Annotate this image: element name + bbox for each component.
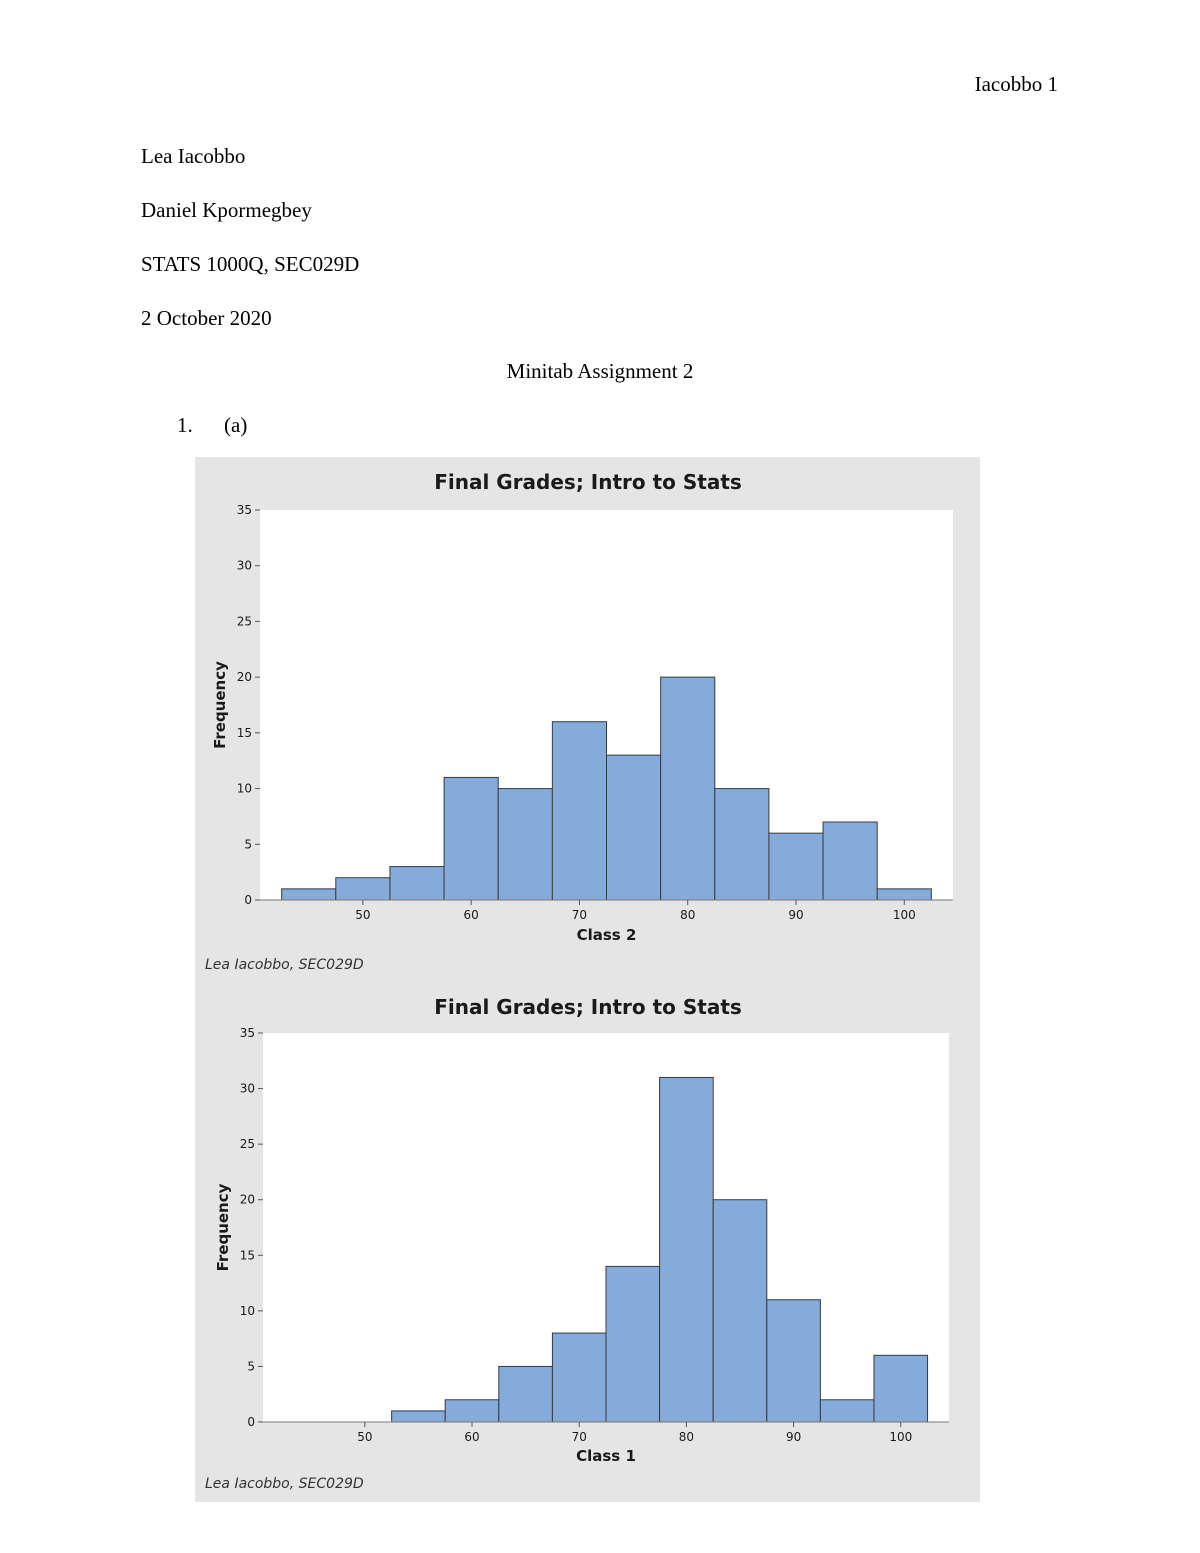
histogram-bar bbox=[335, 877, 391, 901]
document-date: 2 October 2020 bbox=[141, 306, 272, 330]
document-title: Minitab Assignment 2 bbox=[506, 359, 694, 383]
y-tick-label: 25 bbox=[240, 1137, 255, 1151]
histogram-bar bbox=[281, 888, 337, 901]
x-tick-label: 50 bbox=[355, 908, 370, 922]
y-tick-label: 30 bbox=[237, 559, 252, 573]
y-tick-label: 35 bbox=[240, 1026, 255, 1040]
x-tick-label: 70 bbox=[572, 908, 587, 922]
x-axis-label: Class 1 bbox=[576, 1447, 636, 1465]
histogram-bar bbox=[712, 1199, 768, 1423]
question-part: (a) bbox=[224, 413, 248, 437]
course-section: STATS 1000Q, SEC029D bbox=[141, 252, 360, 276]
student-name: Lea Iacobbo bbox=[141, 144, 246, 168]
x-tick-label: 80 bbox=[679, 1430, 694, 1444]
x-tick-label: 50 bbox=[357, 1430, 372, 1444]
y-tick-label: 35 bbox=[237, 503, 252, 517]
histogram-bar bbox=[766, 1299, 821, 1423]
histogram-figure: Final Grades; Intro to Stats 0 5 10 15 20 25 30… bbox=[195, 457, 980, 1502]
histogram-bar bbox=[714, 788, 770, 901]
x-tick-label: 90 bbox=[786, 1430, 801, 1444]
histogram-bar bbox=[822, 821, 878, 901]
x-tick-label: 60 bbox=[464, 908, 479, 922]
histogram-bar bbox=[768, 832, 824, 901]
y-tick-label: 10 bbox=[240, 1304, 255, 1318]
y-axis-label: Frequency bbox=[214, 1183, 232, 1271]
y-axis-label: Frequency bbox=[211, 661, 229, 749]
histogram-bar bbox=[443, 776, 499, 901]
y-tick-label: 20 bbox=[237, 670, 252, 684]
histogram-bar bbox=[606, 754, 662, 901]
running-head: Iacobbo 1 bbox=[974, 72, 1058, 96]
y-tick-label: 0 bbox=[247, 1415, 255, 1429]
y-tick-label: 25 bbox=[237, 614, 252, 628]
x-tick-label: 70 bbox=[572, 1430, 587, 1444]
x-tick-label: 60 bbox=[464, 1430, 479, 1444]
y-tick-label: 5 bbox=[247, 1359, 255, 1373]
histogram-bar bbox=[876, 888, 932, 901]
chart-footnote: Lea Iacobbo, SEC029D bbox=[205, 1476, 364, 1492]
x-tick-label: 90 bbox=[788, 908, 803, 922]
y-tick-label: 0 bbox=[244, 893, 252, 907]
histogram-bar bbox=[551, 1332, 607, 1423]
instructor-name: Daniel Kpormegbey bbox=[141, 198, 312, 222]
chart-title: Final Grades; Intro to Stats bbox=[434, 470, 742, 494]
histogram-class-1: Final Grades; Intro to Stats 0 5 10 15 20 25 30… bbox=[205, 995, 949, 1492]
y-tick-label: 10 bbox=[237, 782, 252, 796]
histogram-bar bbox=[497, 788, 553, 901]
histogram-bar bbox=[659, 1076, 714, 1423]
x-tick-label: 100 bbox=[893, 908, 916, 922]
x-tick-label: 100 bbox=[889, 1430, 912, 1444]
x-axis-label: Class 2 bbox=[577, 926, 637, 944]
histogram-bar bbox=[444, 1399, 500, 1423]
x-tick-label: 80 bbox=[680, 908, 695, 922]
histogram-bar bbox=[551, 721, 607, 901]
histogram-bar bbox=[389, 866, 445, 901]
y-tick-label: 5 bbox=[244, 837, 252, 851]
histogram-bar bbox=[498, 1365, 553, 1423]
histogram-bar bbox=[819, 1399, 875, 1423]
question-number: 1. bbox=[177, 413, 193, 437]
chart-footnote: Lea Iacobbo, SEC029D bbox=[205, 957, 364, 973]
histogram-bar bbox=[660, 676, 716, 901]
histogram-class-2: Final Grades; Intro to Stats 0 5 10 15 20 25 30… bbox=[205, 470, 953, 973]
y-tick-label: 20 bbox=[240, 1193, 255, 1207]
y-tick-label: 30 bbox=[240, 1082, 255, 1096]
histogram-bar bbox=[873, 1354, 929, 1423]
histogram-bar bbox=[391, 1410, 446, 1423]
y-tick-label: 15 bbox=[237, 726, 252, 740]
chart-title: Final Grades; Intro to Stats bbox=[434, 995, 742, 1019]
y-tick-label: 15 bbox=[240, 1248, 255, 1262]
histogram-bar bbox=[605, 1265, 661, 1423]
